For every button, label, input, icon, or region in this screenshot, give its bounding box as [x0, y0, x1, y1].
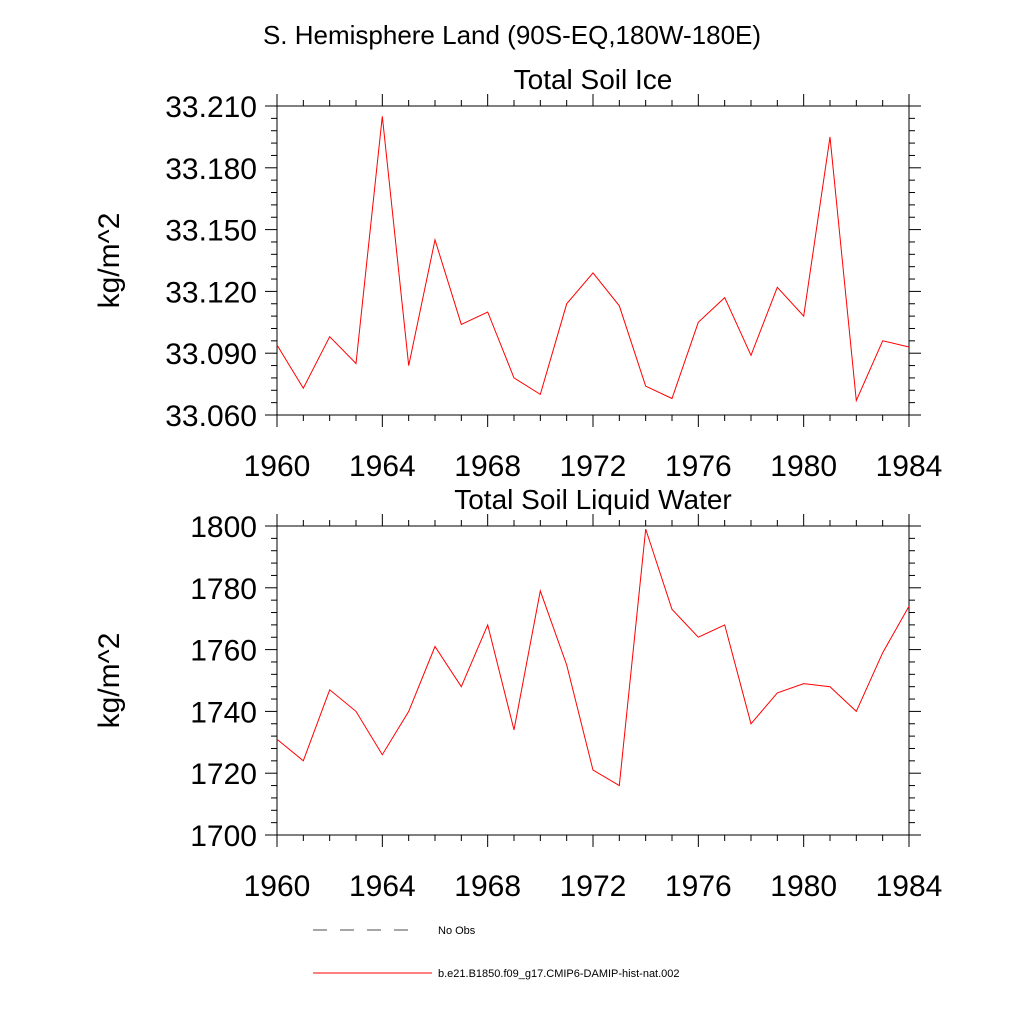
y-tick-label: 1800	[190, 511, 257, 544]
y-tick-label: 33.090	[165, 338, 257, 371]
x-tick-label: 1984	[876, 450, 943, 483]
x-tick-label: 1968	[454, 870, 521, 903]
y-axis-label: kg/m^2	[93, 213, 126, 309]
y-tick-label: 1740	[190, 696, 257, 729]
y-tick-label: 1760	[190, 635, 257, 668]
x-tick-label: 1980	[770, 870, 837, 903]
y-tick-label: 33.120	[165, 276, 257, 309]
y-tick-label: 1720	[190, 758, 257, 791]
series-line	[276, 116, 910, 403]
legend-model-label: b.e21.B1850.f09_g17.CMIP6-DAMIP-hist-nat…	[438, 968, 680, 980]
x-tick-label: 1960	[244, 450, 311, 483]
plot-frame	[276, 525, 910, 836]
page-title: S. Hemisphere Land (90S-EQ,180W-180E)	[263, 20, 761, 50]
y-tick-label: 1700	[190, 820, 257, 853]
legend: No Obs b.e21.B1850.f09_g17.CMIP6-DAMIP-h…	[313, 925, 680, 980]
chart-total-soil-liquid-water: Total Soil Liquid Water kg/m^2 1700 1720 174…	[93, 484, 942, 903]
chart-total-soil-ice: Total Soil Ice kg/m^2 33.060 33.090 33.120 33…	[93, 64, 942, 483]
y-tick-label: 1780	[190, 573, 257, 606]
y-tick-label: 33.180	[165, 153, 257, 186]
x-tick-label: 1976	[665, 870, 732, 903]
legend-obs-label: No Obs	[438, 925, 476, 937]
y-tick-label: 33.060	[165, 400, 257, 433]
x-tick-label: 1968	[454, 450, 521, 483]
x-tick-label: 1964	[349, 450, 416, 483]
x-tick-label: 1984	[876, 870, 943, 903]
chart-title: Total Soil Liquid Water	[454, 484, 732, 515]
x-tick-label: 1960	[244, 870, 311, 903]
x-tick-label: 1972	[560, 450, 627, 483]
x-tick-label: 1972	[560, 870, 627, 903]
chart-title: Total Soil Ice	[514, 64, 673, 95]
x-tick-label: 1976	[665, 450, 732, 483]
y-tick-label: 33.210	[165, 91, 257, 124]
x-tick-label: 1964	[349, 870, 416, 903]
y-axis-label: kg/m^2	[93, 633, 126, 729]
y-tick-label: 33.150	[165, 215, 257, 248]
x-tick-label: 1980	[770, 450, 837, 483]
plot-frame	[276, 105, 910, 416]
series-line	[276, 528, 910, 787]
